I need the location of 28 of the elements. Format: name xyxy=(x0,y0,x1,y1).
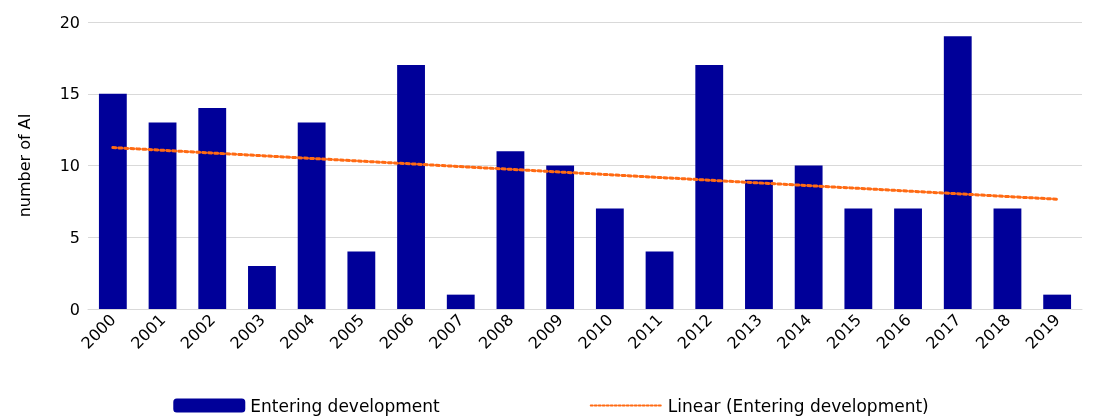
bar xyxy=(645,251,674,309)
y-tick-label: 20 xyxy=(59,12,80,32)
bar xyxy=(993,208,1022,309)
bar xyxy=(943,36,972,309)
bar xyxy=(98,93,127,309)
bar xyxy=(297,122,326,309)
bar xyxy=(695,65,724,309)
bar xyxy=(595,208,624,309)
y-tick-label: 10 xyxy=(59,156,80,175)
y-tick-label: 0 xyxy=(69,299,80,319)
y-axis-title: number of AI xyxy=(14,113,34,218)
bar xyxy=(794,165,823,309)
legend-label: Entering development xyxy=(250,395,441,416)
bar xyxy=(844,208,873,309)
bar xyxy=(546,165,575,309)
legend-label: Linear (Entering development) xyxy=(667,395,929,416)
bar xyxy=(248,265,276,309)
bar xyxy=(397,65,425,309)
bar xyxy=(148,122,177,309)
bar xyxy=(198,108,227,309)
bar xyxy=(894,208,922,309)
y-tick-label: 15 xyxy=(59,84,80,104)
bar xyxy=(1043,294,1072,309)
bar xyxy=(446,294,475,309)
bar xyxy=(347,251,376,309)
bar xyxy=(496,151,525,309)
y-tick-label: 5 xyxy=(69,227,80,247)
bar xyxy=(745,179,773,309)
